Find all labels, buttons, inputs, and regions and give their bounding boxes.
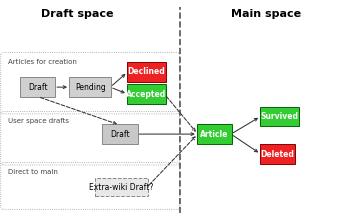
FancyBboxPatch shape bbox=[260, 107, 299, 126]
Text: User space drafts: User space drafts bbox=[8, 118, 69, 124]
FancyBboxPatch shape bbox=[102, 124, 138, 144]
FancyBboxPatch shape bbox=[69, 77, 111, 97]
Text: Draft: Draft bbox=[110, 130, 130, 139]
Text: Survived: Survived bbox=[260, 112, 298, 121]
Text: Draft space: Draft space bbox=[41, 9, 113, 19]
FancyBboxPatch shape bbox=[127, 62, 166, 82]
Text: Direct to main: Direct to main bbox=[8, 169, 57, 175]
Text: Extra-wiki Draft?: Extra-wiki Draft? bbox=[90, 183, 154, 192]
FancyBboxPatch shape bbox=[20, 77, 55, 97]
FancyBboxPatch shape bbox=[260, 144, 295, 164]
Text: Draft: Draft bbox=[28, 83, 48, 92]
Text: Article: Article bbox=[200, 130, 229, 139]
FancyBboxPatch shape bbox=[127, 84, 166, 104]
Text: Deleted: Deleted bbox=[260, 150, 294, 159]
Text: Accepted: Accepted bbox=[126, 90, 166, 99]
Text: Main space: Main space bbox=[231, 9, 301, 19]
Text: Pending: Pending bbox=[75, 83, 105, 92]
FancyBboxPatch shape bbox=[197, 124, 232, 144]
Text: Articles for creation: Articles for creation bbox=[8, 59, 77, 65]
FancyBboxPatch shape bbox=[95, 178, 148, 196]
Text: Declined: Declined bbox=[127, 67, 165, 76]
